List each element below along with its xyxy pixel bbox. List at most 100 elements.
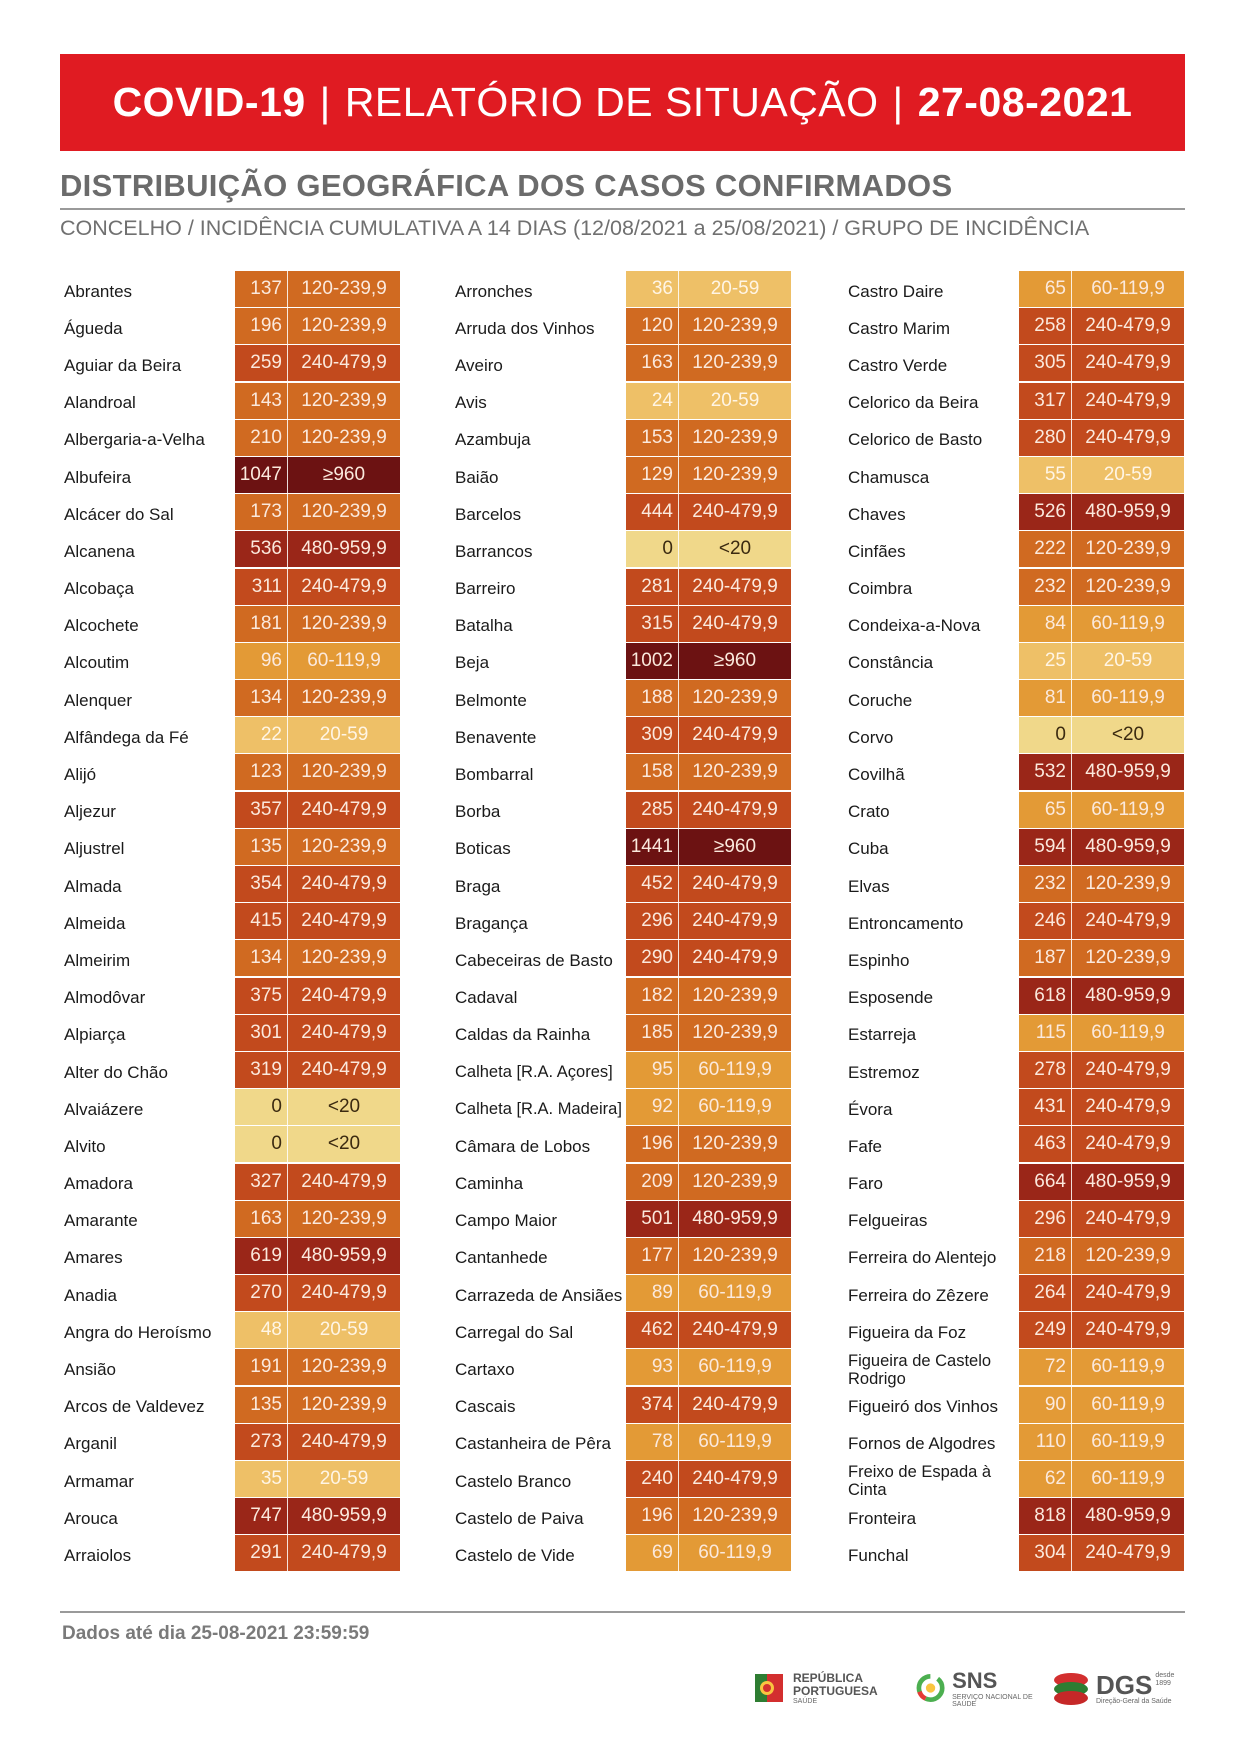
incidence-value: 110 — [1019, 1423, 1072, 1460]
incidence-value: 182 — [626, 977, 679, 1014]
municipality-row: Ferreira do Zêzere 264 240-479,9 — [844, 1275, 1184, 1312]
incidence-value: 249 — [1019, 1312, 1072, 1349]
municipality-name: Benavente — [455, 727, 537, 747]
municipality-row: Alcoutim 96 60-119,9 — [60, 642, 400, 680]
municipality-name: Amadora — [64, 1174, 133, 1194]
municipality-name: Almeida — [64, 913, 126, 933]
incidence-group: 240-479,9 — [692, 575, 778, 597]
municipality-name: Carregal do Sal — [455, 1322, 574, 1342]
municipality-row: Castro Verde 305 240-479,9 — [844, 345, 1184, 382]
incidence-cells: 281 240-479,9 — [626, 568, 791, 605]
municipality-name: Arouca — [64, 1508, 118, 1528]
incidence-cells: 84 60-119,9 — [1019, 605, 1184, 642]
incidence-cells: 818 480-959,9 — [1019, 1498, 1184, 1535]
incidence-group: 60-119,9 — [1091, 687, 1165, 709]
municipality-row: Estarreja 115 60-119,9 — [844, 1014, 1184, 1052]
incidence-cells: 196 120-239,9 — [626, 1126, 791, 1163]
incidence-group: 120-239,9 — [301, 501, 387, 523]
incidence-group: 240-479,9 — [1085, 389, 1171, 411]
municipality-name: Chamusca — [848, 467, 930, 487]
municipality-name: Celorico da Beira — [848, 393, 979, 413]
municipality-name: Alcoutim — [64, 653, 130, 673]
municipality-name: Alvaiázere — [64, 1099, 144, 1119]
incidence-value: 188 — [626, 680, 679, 717]
incidence-cells: 249 240-479,9 — [1019, 1312, 1184, 1349]
municipality-name: Arganil — [64, 1434, 117, 1454]
incidence-cells: 173 120-239,9 — [235, 494, 400, 531]
municipality-row: Bombarral 158 120-239,9 — [451, 754, 791, 791]
incidence-group: 480-959,9 — [692, 1207, 778, 1229]
municipality-row: Figueira da Foz 249 240-479,9 — [844, 1312, 1184, 1349]
incidence-value: 1002 — [626, 642, 679, 679]
incidence-group: 20-59 — [710, 278, 760, 299]
header-separator-1: | — [319, 79, 331, 125]
municipality-row: Alandroal 143 120-239,9 — [60, 382, 400, 420]
incidence-value: 327 — [235, 1163, 288, 1200]
municipality-row: Azambuja 153 120-239,9 — [451, 419, 791, 457]
incidence-group: 20-59 — [1103, 649, 1153, 671]
municipality-row: Alpiarça 301 240-479,9 — [60, 1014, 400, 1052]
municipality-name: Anadia — [64, 1285, 117, 1305]
incidence-group: 120-239,9 — [301, 947, 387, 969]
municipality-name: Celorico de Basto — [848, 430, 983, 450]
incidence-value: 135 — [235, 828, 288, 865]
incidence-value: 296 — [626, 903, 679, 940]
municipality-row: Cartaxo 93 60-119,9 — [451, 1349, 791, 1386]
incidence-value: 1441 — [626, 828, 679, 865]
incidence-cells: 55 20-59 — [1019, 456, 1184, 493]
incidence-cells: 452 240-479,9 — [626, 866, 791, 902]
incidence-group: 240-479,9 — [692, 947, 778, 969]
municipality-name: Estarreja — [848, 1025, 917, 1045]
municipality-name: Cascais — [455, 1397, 516, 1417]
incidence-value: 69 — [626, 1535, 679, 1572]
incidence-value: 115 — [1019, 1014, 1072, 1051]
municipality-name: Belmonte — [455, 690, 527, 710]
incidence-group: 120-239,9 — [1085, 538, 1171, 560]
incidence-cells: 232 120-239,9 — [1019, 568, 1184, 605]
municipality-row: Baião 129 120-239,9 — [451, 456, 791, 494]
municipality-name: Avis — [455, 393, 487, 413]
incidence-group: 120-239,9 — [301, 612, 387, 634]
incidence-value: 96 — [235, 642, 288, 679]
incidence-group: 120-239,9 — [692, 1244, 778, 1266]
incidence-value: 354 — [235, 866, 288, 902]
municipality-name: Braga — [455, 876, 501, 896]
incidence-cells: 110 60-119,9 — [1019, 1423, 1184, 1460]
municipality-name: Arruda dos Vinhos — [455, 318, 595, 338]
incidence-value: 311 — [235, 568, 288, 605]
municipality-row: Chamusca 55 20-59 — [844, 456, 1184, 494]
incidence-value: 134 — [235, 680, 288, 717]
incidence-cells: 36 20-59 — [626, 271, 791, 307]
incidence-cells: 374 240-479,9 — [626, 1386, 791, 1423]
municipality-row: Arronches 36 20-59 — [451, 271, 791, 308]
incidence-cells: 163 120-239,9 — [626, 345, 791, 382]
municipality-row: Batalha 315 240-479,9 — [451, 605, 791, 643]
incidence-group: 240-479,9 — [1085, 426, 1171, 448]
municipality-row: Ansião 191 120-239,9 — [60, 1349, 400, 1386]
municipality-name: Castro Daire — [848, 281, 944, 301]
municipality-name: Fornos de Algodres — [848, 1434, 996, 1454]
incidence-group: 120-239,9 — [301, 1356, 387, 1378]
incidence-value: 135 — [235, 1386, 288, 1423]
incidence-group: <20 — [327, 1133, 361, 1155]
municipality-name: Crato — [848, 802, 890, 822]
incidence-cells: 93 60-119,9 — [626, 1349, 791, 1386]
incidence-cells: 1047 ≥960 — [235, 456, 400, 493]
incidence-group: 20-59 — [710, 389, 760, 411]
incidence-value: 526 — [1019, 494, 1072, 531]
incidence-cells: 285 240-479,9 — [626, 791, 791, 828]
incidence-group: 60-119,9 — [1091, 1430, 1165, 1452]
section-subtitle: CONCELHO / INCIDÊNCIA CUMULATIVA A 14 DI… — [60, 216, 1090, 240]
dgs-since: desde 1899 — [1155, 1671, 1175, 1687]
municipality-row: Arruda dos Vinhos 120 120-239,9 — [451, 308, 791, 345]
municipality-row: Alter do Chão 319 240-479,9 — [60, 1051, 400, 1089]
incidence-group: <20 — [327, 1096, 361, 1118]
incidence-value: 305 — [1019, 345, 1072, 382]
incidence-value: 232 — [1019, 866, 1072, 902]
incidence-value: 431 — [1019, 1089, 1072, 1126]
incidence-cells: 319 240-479,9 — [235, 1051, 400, 1088]
incidence-group: 240-479,9 — [1085, 1282, 1171, 1304]
incidence-value: 594 — [1019, 828, 1072, 865]
municipality-name: Ferreira do Zêzere — [848, 1285, 989, 1305]
incidence-cells: 309 240-479,9 — [626, 717, 791, 754]
